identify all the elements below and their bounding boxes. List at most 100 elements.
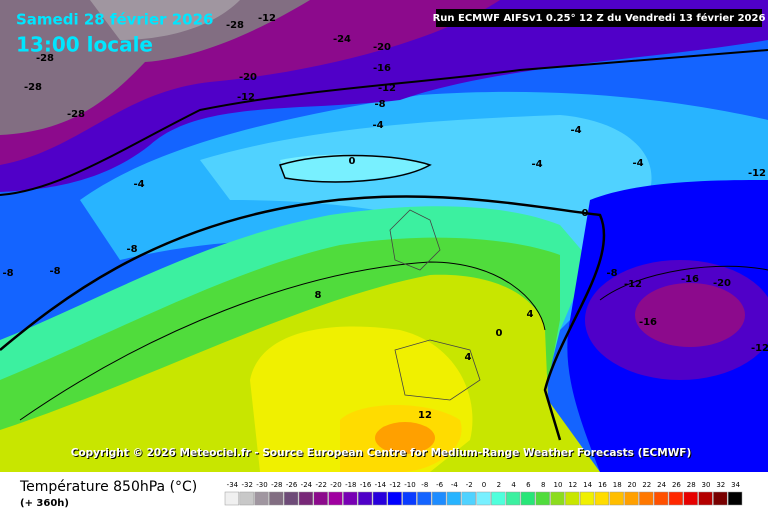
scale-swatch (283, 491, 299, 506)
scale-swatch (343, 491, 358, 506)
scale-label: 18 (613, 481, 622, 489)
contour-label: -28 (226, 20, 244, 31)
scale-label: -6 (436, 481, 444, 489)
scale-swatch (269, 491, 284, 506)
scale-swatch (417, 491, 432, 506)
scale-swatch (446, 491, 462, 506)
scale-label: 28 (687, 481, 696, 489)
scale-swatch (579, 491, 595, 506)
scale-label: -22 (315, 481, 326, 489)
scale-label: -2 (466, 481, 473, 489)
scale-label: -4 (451, 481, 459, 489)
scale-swatch (402, 491, 417, 506)
scale-swatch (239, 491, 254, 506)
contour-label: -20 (239, 72, 257, 83)
contour-label: -12 (624, 279, 642, 290)
contour-labels: -12 -28 -24 -20 -28 -16 -20 -12 -28 -12 -8 -28 -4 -4 0… (2, 13, 768, 421)
scale-label: -34 (227, 481, 239, 489)
map-field (0, 0, 768, 473)
run-info: Run ECMWF AIFSv1 0.25° 12 Z du Vendredi … (433, 12, 766, 24)
contour-label: -4 (632, 158, 643, 169)
scale-swatch (372, 491, 388, 506)
contour-label: 4 (465, 352, 472, 363)
contour-label: -12 (378, 83, 396, 94)
scale-swatch (505, 491, 521, 506)
scale-swatch (624, 491, 639, 506)
scale-swatch (594, 491, 610, 506)
scale-swatch (668, 491, 684, 506)
scale-label: 6 (526, 481, 531, 489)
contour-label: -16 (639, 317, 657, 328)
contour-label: 12 (418, 410, 432, 421)
scale-swatch (653, 491, 669, 506)
contour-label: -4 (372, 120, 383, 131)
scale-label: 16 (598, 481, 607, 489)
scale-label: 4 (511, 481, 516, 489)
scale-label: 30 (702, 481, 711, 489)
color-scale: -34 -32 -30 -28 -26 -24 -22 -20 -18 -16 -14 -12 -10-… (224, 481, 743, 506)
scale-swatch (535, 491, 550, 506)
scale-swatch (683, 491, 698, 506)
scale-swatch (609, 491, 624, 506)
contour-label: -16 (681, 274, 699, 285)
contour-label: -8 (374, 99, 385, 110)
contour-label: -12 (237, 92, 255, 103)
scale-label: -30 (256, 481, 267, 489)
scale-label: -24 (301, 481, 313, 489)
scale-swatch (491, 491, 506, 506)
scale-swatch (461, 491, 476, 506)
scale-swatch (639, 491, 654, 506)
map-time: 13:00 locale (16, 33, 153, 57)
scale-label: 26 (672, 481, 681, 489)
scale-label: -12 (389, 481, 400, 489)
scale-label: -20 (330, 481, 341, 489)
contour-label: -28 (67, 109, 85, 120)
scale-label: 2 (497, 481, 501, 489)
scale-label: 14 (583, 481, 592, 489)
legend-subtitle: (+ 360h) (20, 498, 69, 509)
scale-swatch (387, 491, 402, 506)
contour-label: -28 (24, 82, 42, 93)
scale-swatch (254, 491, 269, 506)
scale-label: 12 (568, 481, 577, 489)
scale-label: -14 (375, 481, 387, 489)
contour-label: -8 (606, 268, 617, 279)
contour-label: -4 (531, 159, 542, 170)
map-date: Samedi 28 février 2026 (16, 11, 213, 29)
contour-label: 8 (315, 290, 322, 301)
scale-swatch (298, 491, 314, 506)
contour-label: -4 (570, 125, 581, 136)
contour-label: -12 (258, 13, 276, 24)
contour-label: -8 (2, 268, 13, 279)
scale-swatch (224, 491, 240, 506)
run-box (436, 9, 762, 27)
scale-label: 20 (628, 481, 637, 489)
scale-swatch (727, 491, 743, 506)
scale-swatch (698, 491, 713, 506)
scale-label: 34 (731, 481, 740, 489)
copyright-shadow: Copyright © 2026 Meteociel.fr - Source E… (72, 448, 693, 460)
scale-swatch (357, 491, 373, 506)
contour-label: 0 (496, 328, 503, 339)
contour-label: -12 (748, 168, 766, 179)
contour-label: -20 (373, 42, 391, 53)
contour-label: -12 (751, 343, 768, 354)
scale-label: 10 (554, 481, 563, 489)
scale-label: -32 (241, 481, 252, 489)
scale-label: 32 (716, 481, 725, 489)
legend-title: Température 850hPa (°C) (19, 479, 197, 495)
scale-swatch (565, 491, 580, 506)
contour-label: 0 (349, 156, 356, 167)
contour-label: -8 (49, 266, 60, 277)
copyright: Copyright © 2026 Meteociel.fr - Source E… (71, 447, 692, 459)
scale-swatch (713, 491, 728, 506)
scale-swatch (313, 491, 328, 506)
scale-swatch (431, 491, 447, 506)
scale-label: 0 (482, 481, 486, 489)
contour-label: -16 (373, 63, 391, 74)
scale-label: 22 (642, 481, 651, 489)
scale-label: -26 (286, 481, 298, 489)
scale-swatch (520, 491, 536, 506)
scale-swatch (476, 491, 491, 506)
